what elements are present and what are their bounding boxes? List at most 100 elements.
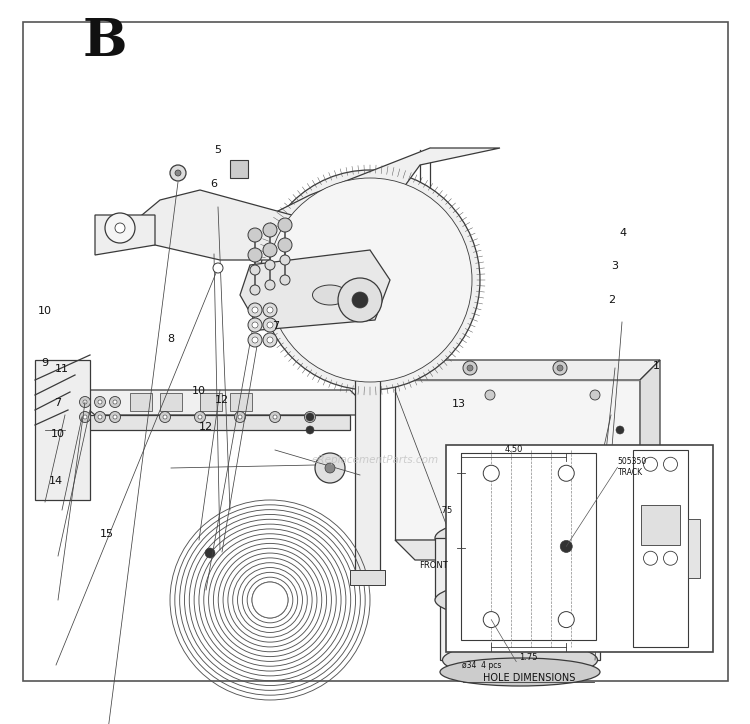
Text: 5: 5 [214, 145, 221, 155]
Ellipse shape [435, 581, 605, 619]
Circle shape [338, 278, 382, 322]
Circle shape [238, 415, 242, 419]
Circle shape [94, 397, 106, 408]
Ellipse shape [435, 518, 605, 558]
Text: 13: 13 [452, 399, 466, 409]
Text: 2: 2 [608, 295, 615, 306]
Polygon shape [395, 540, 660, 560]
Circle shape [248, 248, 262, 262]
Text: 12: 12 [199, 422, 212, 432]
Circle shape [194, 411, 206, 423]
Circle shape [263, 303, 277, 317]
Circle shape [557, 365, 563, 371]
Circle shape [463, 361, 477, 375]
Polygon shape [395, 380, 640, 540]
Text: B: B [82, 17, 128, 67]
Circle shape [315, 453, 345, 483]
Circle shape [325, 463, 335, 473]
Circle shape [644, 551, 658, 565]
Circle shape [248, 303, 262, 317]
Circle shape [306, 413, 314, 421]
Text: 6: 6 [210, 179, 218, 189]
Circle shape [263, 333, 277, 347]
Text: FRONT: FRONT [419, 560, 448, 570]
Text: 10: 10 [192, 386, 206, 396]
Circle shape [265, 260, 275, 270]
Circle shape [110, 397, 121, 408]
Ellipse shape [440, 658, 600, 686]
Polygon shape [260, 148, 500, 220]
Circle shape [235, 411, 245, 423]
Circle shape [267, 322, 273, 328]
Circle shape [308, 415, 312, 419]
Circle shape [558, 612, 574, 628]
Bar [130, 393, 152, 411]
Bar [230, 393, 252, 411]
Text: 10: 10 [51, 429, 64, 439]
Circle shape [483, 466, 500, 481]
Circle shape [531, 456, 539, 464]
Circle shape [83, 415, 87, 419]
Text: 505350: 505350 [617, 457, 646, 466]
Circle shape [115, 223, 125, 233]
Circle shape [306, 426, 314, 434]
Text: 1.75: 1.75 [520, 653, 538, 662]
Bar [160, 393, 182, 411]
Bar [446, 445, 712, 652]
Polygon shape [435, 538, 605, 600]
Circle shape [352, 292, 368, 308]
Circle shape [105, 213, 135, 243]
Text: TRACK: TRACK [617, 468, 643, 477]
Text: HOLE DIMENSIONS: HOLE DIMENSIONS [482, 673, 575, 683]
Circle shape [610, 600, 626, 616]
Text: eReplacementParts.com: eReplacementParts.com [311, 455, 439, 465]
Circle shape [553, 361, 567, 375]
Circle shape [664, 551, 677, 565]
Circle shape [273, 415, 277, 419]
Circle shape [252, 582, 288, 618]
Text: 8: 8 [167, 334, 175, 344]
Polygon shape [95, 215, 155, 255]
Polygon shape [130, 190, 325, 260]
Circle shape [260, 170, 480, 390]
Circle shape [485, 390, 495, 400]
Polygon shape [440, 600, 600, 660]
Circle shape [537, 597, 543, 603]
Circle shape [252, 322, 258, 328]
Circle shape [664, 458, 677, 471]
Polygon shape [65, 415, 350, 430]
Text: 7: 7 [272, 321, 279, 331]
Text: 12: 12 [215, 395, 229, 405]
Text: 14: 14 [50, 476, 63, 487]
Circle shape [304, 411, 316, 423]
Polygon shape [35, 360, 90, 500]
Bar [230, 160, 248, 178]
Bar [200, 393, 222, 411]
Ellipse shape [313, 285, 347, 305]
Circle shape [80, 411, 91, 423]
Circle shape [110, 411, 121, 423]
Bar [688, 519, 700, 578]
Circle shape [250, 285, 260, 295]
Bar [355, 380, 380, 580]
Circle shape [248, 318, 262, 332]
Circle shape [612, 614, 624, 626]
Polygon shape [395, 360, 660, 380]
Circle shape [280, 275, 290, 285]
Text: 7: 7 [54, 397, 62, 408]
Circle shape [98, 415, 102, 419]
Circle shape [83, 400, 87, 404]
Text: .75: .75 [440, 506, 453, 515]
Circle shape [267, 337, 273, 343]
Circle shape [213, 263, 223, 273]
Circle shape [94, 411, 106, 423]
Circle shape [98, 400, 102, 404]
Text: ø34  4 pcs: ø34 4 pcs [461, 661, 501, 670]
Circle shape [263, 223, 277, 237]
Polygon shape [640, 360, 660, 560]
Circle shape [644, 458, 658, 471]
Text: 4: 4 [619, 228, 626, 238]
Circle shape [250, 265, 260, 275]
Circle shape [113, 400, 117, 404]
Polygon shape [65, 390, 375, 415]
